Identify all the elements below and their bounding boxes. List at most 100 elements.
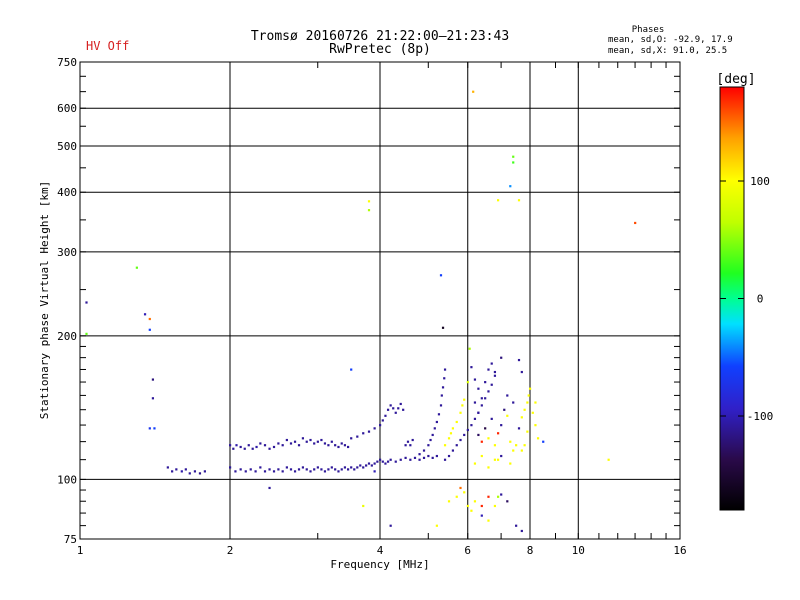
data-point xyxy=(409,458,412,461)
data-point xyxy=(379,458,382,461)
data-point xyxy=(244,470,247,473)
data-point xyxy=(297,444,301,447)
data-point xyxy=(472,90,475,93)
data-point xyxy=(370,464,373,467)
data-point xyxy=(392,407,395,410)
data-point xyxy=(389,458,392,461)
colorbar-tick-label: -100 xyxy=(747,410,774,423)
data-point xyxy=(381,419,384,422)
data-point xyxy=(203,470,206,473)
data-point xyxy=(466,381,469,384)
data-point xyxy=(356,466,359,469)
data-point xyxy=(520,370,523,374)
data-point xyxy=(439,404,443,407)
data-point xyxy=(435,524,438,527)
data-point xyxy=(509,462,512,465)
data-point xyxy=(289,442,293,445)
data-point xyxy=(297,468,301,471)
data-point xyxy=(529,387,532,390)
data-point xyxy=(135,266,138,269)
data-point xyxy=(330,466,333,469)
data-point xyxy=(531,411,534,414)
data-point xyxy=(320,468,323,471)
data-point xyxy=(470,509,473,512)
data-point xyxy=(309,470,312,473)
data-point xyxy=(180,470,183,473)
data-point xyxy=(272,470,276,473)
data-point xyxy=(143,313,147,316)
data-point xyxy=(439,274,443,277)
data-point xyxy=(249,468,252,471)
data-point xyxy=(397,407,400,410)
data-point xyxy=(447,437,451,440)
data-point xyxy=(490,417,493,420)
data-point xyxy=(459,438,462,442)
data-point xyxy=(402,408,405,411)
y-tick-label: 500 xyxy=(57,140,77,153)
data-point xyxy=(406,440,410,443)
data-point xyxy=(509,440,512,443)
data-point xyxy=(293,470,297,473)
data-point xyxy=(166,466,169,469)
data-point xyxy=(389,524,392,527)
data-point xyxy=(386,460,390,463)
x-tick-label: 16 xyxy=(673,544,686,557)
data-point xyxy=(309,438,312,442)
data-point xyxy=(484,397,487,400)
data-point xyxy=(493,370,497,374)
data-point xyxy=(607,458,610,461)
data-point xyxy=(523,444,526,447)
y-axis-label: Stationary phase Virtual Height [km] xyxy=(38,181,51,419)
data-point xyxy=(422,456,426,459)
data-point xyxy=(487,437,490,440)
data-point xyxy=(520,449,523,452)
data-point xyxy=(313,442,316,445)
data-point xyxy=(281,470,284,473)
data-point xyxy=(323,442,327,445)
data-point xyxy=(418,458,421,461)
data-point xyxy=(255,445,258,449)
data-point xyxy=(506,414,509,417)
data-point xyxy=(431,433,434,437)
data-point xyxy=(171,470,174,473)
y-tick-label: 400 xyxy=(57,186,77,199)
data-point xyxy=(350,368,353,371)
data-point xyxy=(334,444,337,447)
data-point xyxy=(449,432,453,435)
data-point xyxy=(151,397,155,400)
data-point xyxy=(443,377,446,380)
data-point xyxy=(305,440,308,443)
data-point xyxy=(509,185,512,188)
data-point xyxy=(527,394,530,397)
data-point xyxy=(268,447,271,450)
data-point xyxy=(193,470,197,473)
data-point xyxy=(373,462,376,465)
data-point xyxy=(277,468,280,471)
data-point xyxy=(534,401,537,404)
x-axis-label: Frequency [MHz] xyxy=(330,558,429,571)
data-point xyxy=(404,456,407,459)
data-point xyxy=(343,444,347,447)
data-point xyxy=(316,466,319,469)
data-point xyxy=(480,454,483,458)
y-tick-label: 100 xyxy=(57,473,77,486)
data-point xyxy=(301,437,305,440)
data-point xyxy=(263,444,267,447)
data-point xyxy=(247,444,250,447)
data-point xyxy=(634,221,637,225)
data-point xyxy=(517,427,521,430)
data-point xyxy=(234,470,237,473)
data-point xyxy=(440,394,443,397)
data-point xyxy=(323,470,327,473)
y-tick-label: 75 xyxy=(64,533,77,546)
data-point xyxy=(350,437,353,440)
data-point xyxy=(451,449,455,452)
data-point xyxy=(350,466,353,469)
data-point xyxy=(477,387,480,390)
data-point xyxy=(239,468,242,471)
data-point xyxy=(480,397,483,400)
data-point xyxy=(356,435,359,438)
data-point xyxy=(487,495,490,498)
data-point xyxy=(367,430,371,433)
data-point xyxy=(281,444,284,447)
